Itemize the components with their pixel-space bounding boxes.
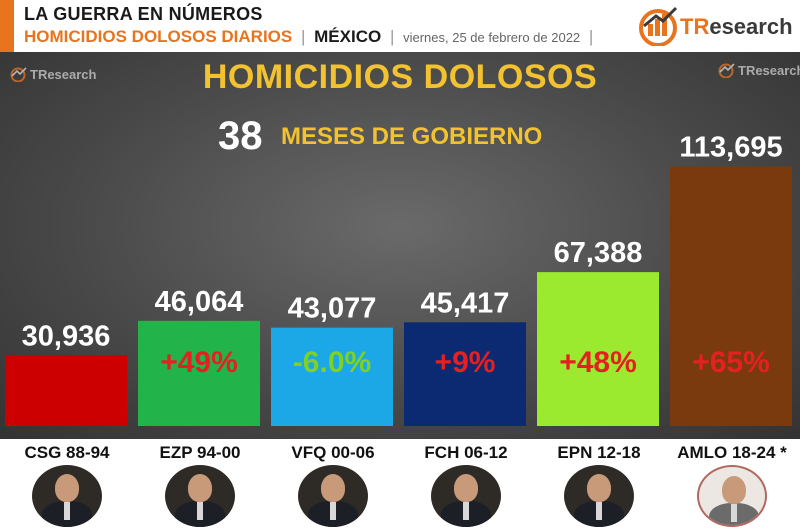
header-separator: |	[300, 27, 306, 46]
header-accent-bar	[0, 0, 14, 52]
change-label-3: -6.0%	[293, 346, 371, 379]
bar-3	[271, 327, 393, 426]
bar-6	[670, 166, 792, 426]
chart-subtitle: 38 MESES DE GOBIERNO	[218, 114, 542, 159]
portrait-amlo	[697, 465, 767, 527]
president-label: EZP 94-00	[159, 443, 241, 462]
change-label-5: +48%	[559, 346, 637, 379]
president-epn: EPN 12-18	[534, 439, 664, 531]
value-label-2: 46,064	[155, 286, 244, 318]
change-label-6: +65%	[692, 346, 770, 379]
bar-4	[404, 322, 526, 426]
president-footer: CSG 88-94 EZP 94-00 VFQ 00-06 FCH 06-12 …	[0, 439, 800, 531]
chart-title: HOMICIDIOS DOLOSOS	[202, 58, 598, 96]
watermark-right: TResearch	[716, 62, 800, 78]
president-label: FCH 06-12	[424, 443, 508, 462]
value-label-3: 43,077	[288, 293, 377, 325]
portrait-epn	[564, 465, 634, 527]
brand-logo: TResearch	[636, 4, 796, 46]
value-label-4: 45,417	[421, 287, 510, 319]
watermark-chart-icon	[10, 67, 27, 82]
watermark-chart-icon	[718, 63, 735, 78]
change-label-2: +49%	[160, 346, 238, 379]
brand-name: TResearch	[680, 14, 793, 40]
portrait-vfq	[298, 465, 368, 527]
header-separator: |	[389, 27, 395, 46]
president-csg: CSG 88-94	[2, 439, 132, 531]
watermark-text: TResearch	[30, 67, 97, 82]
value-label-6: 113,695	[679, 131, 782, 163]
president-label: VFQ 00-06	[291, 443, 375, 462]
header-title: LA GUERRA EN NÚMEROS	[24, 4, 263, 24]
bar-2	[138, 320, 260, 426]
portrait-ezp	[165, 465, 235, 527]
bar-1	[5, 355, 127, 426]
header: LA GUERRA EN NÚMEROS HOMICIDIOS DOLOSOS …	[0, 0, 800, 52]
brand-chart-icon	[639, 6, 678, 46]
portrait-fch	[431, 465, 501, 527]
header-separator-end: |	[588, 27, 594, 46]
months-label: MESES DE GOBIERNO	[280, 122, 543, 150]
watermark-left: TResearch	[8, 66, 96, 82]
president-vfq: VFQ 00-06	[268, 439, 398, 531]
brand-prefix: TR	[680, 14, 710, 39]
brand-suffix: esearch	[709, 14, 793, 39]
header-country: MÉXICO	[314, 27, 382, 46]
months-count: 38	[218, 114, 263, 158]
value-label-5: 67,388	[554, 237, 643, 269]
header-subtitle-line: HOMICIDIOS DOLOSOS DIARIOS | MÉXICO | vi…	[24, 27, 597, 47]
president-label: EPN 12-18	[557, 443, 641, 462]
bar-5	[537, 272, 659, 426]
president-ezp: EZP 94-00	[135, 439, 265, 531]
change-label-4: +9%	[435, 346, 496, 379]
header-subtitle: HOMICIDIOS DOLOSOS DIARIOS	[24, 27, 293, 46]
value-label-1: 30,936	[22, 320, 111, 352]
president-label: CSG 88-94	[24, 443, 110, 462]
chart-panel: TResearch TResearch HOMICIDIOS DOLOSOS 3…	[0, 52, 800, 439]
president-amlo: AMLO 18-24 *	[667, 439, 797, 531]
president-fch: FCH 06-12	[401, 439, 531, 531]
president-label: AMLO 18-24 *	[677, 443, 787, 462]
watermark-text: TResearch	[738, 63, 800, 78]
header-date: viernes, 25 de febrero de 2022	[403, 30, 581, 45]
bar-chart: 30,936 46,064 +49% 43,077 -6.0% 45,417 +9% 67,3…	[5, 131, 792, 426]
portrait-csg	[32, 465, 102, 527]
